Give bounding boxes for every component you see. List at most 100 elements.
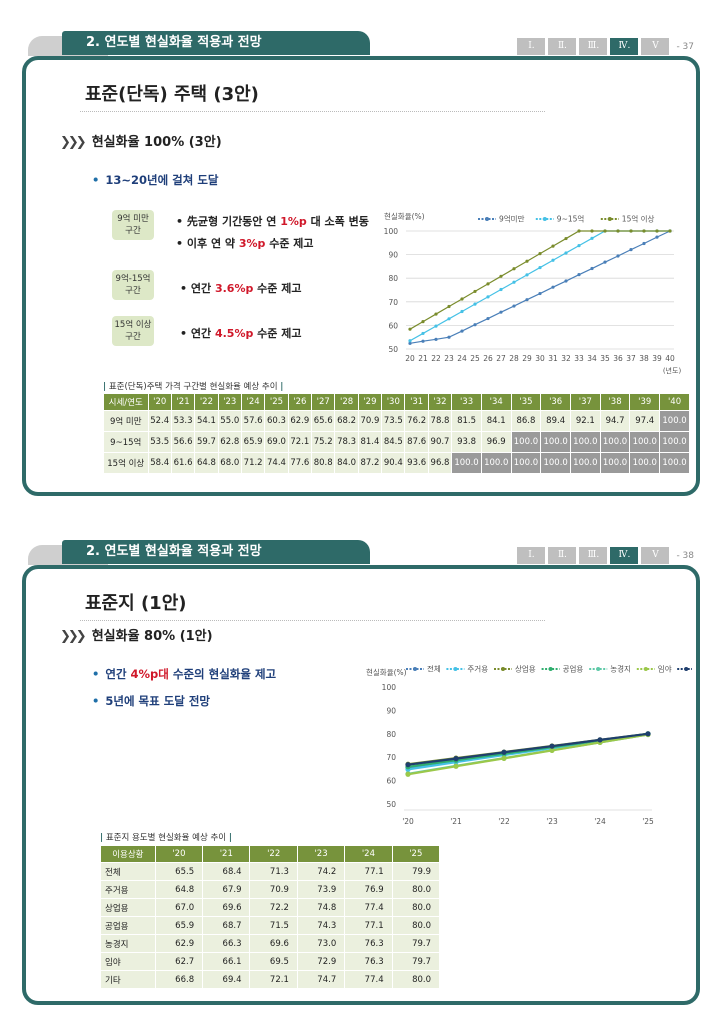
nav-chapter-5[interactable]: Ⅴ xyxy=(641,547,670,564)
table-header-year: '34 xyxy=(480,393,512,411)
table-cell: 72.1 xyxy=(287,431,313,453)
table-header-label: 이용상황 xyxy=(100,845,156,863)
table-cell: 80.0 xyxy=(391,898,441,917)
table-cell: 70.9 xyxy=(249,880,298,899)
page-37: 2. 연도별 현실화율 적용과 전망 Ⅰ. Ⅱ. Ⅲ. Ⅳ. Ⅴ - 37 표준… xyxy=(22,31,700,496)
data-point xyxy=(447,304,451,309)
table-cell: 57.6 xyxy=(240,410,266,432)
table-cell: 62.9 xyxy=(154,934,204,953)
table-cell: 71.2 xyxy=(240,452,266,474)
table-cell: 68.0 xyxy=(217,452,242,474)
page-number: - 38 xyxy=(676,550,694,561)
nav-chapter-3[interactable]: Ⅲ. xyxy=(579,38,608,55)
data-point xyxy=(603,260,607,264)
y-tick-label: 100 xyxy=(384,227,399,236)
table-cell: 65.9 xyxy=(240,431,266,453)
data-point xyxy=(577,244,581,248)
table-header-year: '37 xyxy=(570,393,601,411)
x-tick-label: '21 xyxy=(450,817,462,826)
x-tick-label: '24 xyxy=(594,817,606,826)
data-point xyxy=(603,229,607,233)
legend-marker xyxy=(413,667,417,671)
nav-chapter-2[interactable]: Ⅱ. xyxy=(548,38,577,55)
row-label: 상업용 xyxy=(100,898,156,917)
table-row: 상업용 67.0 69.6 72.2 74.8 77.4 80.0 xyxy=(100,898,441,917)
data-point xyxy=(460,309,464,314)
data-point xyxy=(460,329,464,333)
series-line xyxy=(409,230,671,344)
table-header-year: '40 xyxy=(659,393,690,411)
table-cell: 76.2 xyxy=(404,410,429,432)
data-point xyxy=(577,273,581,277)
data-point xyxy=(551,244,555,248)
table-header-year: '20 xyxy=(147,393,172,411)
table-header-year: '24 xyxy=(240,393,266,411)
data-point xyxy=(512,280,516,284)
x-tick-label: 30 xyxy=(535,354,545,363)
section-header: 2. 연도별 현실화율 적용과 전망 xyxy=(62,31,370,55)
table-cell: 54.1 xyxy=(194,410,219,432)
x-tick-label: 29 xyxy=(522,354,532,363)
data-point xyxy=(408,341,412,345)
table-cell: 62.7 xyxy=(154,952,204,971)
data-point xyxy=(629,248,633,252)
table-header-year: '23 xyxy=(296,845,346,863)
series-line xyxy=(407,732,649,766)
nav-chapter-3[interactable]: Ⅲ. xyxy=(579,547,608,564)
nav-chapter-4[interactable]: Ⅳ. xyxy=(610,38,639,55)
table-cell: 100.0 xyxy=(659,410,690,432)
table-cell: 93.8 xyxy=(451,431,482,453)
data-point xyxy=(434,312,438,316)
ratio-table: 시세/연도 '20'21'22'23'24'25'26'27'28'29'30'3… xyxy=(103,393,690,474)
table-cell: 60.3 xyxy=(264,410,289,432)
data-point xyxy=(525,259,529,263)
data-point xyxy=(590,266,594,271)
nav-chapter-2[interactable]: Ⅱ. xyxy=(548,547,577,564)
triple-chevron-icon: ❯❯❯ xyxy=(60,135,87,150)
nav-chapter-5[interactable]: Ⅴ xyxy=(641,38,670,55)
series-line xyxy=(409,230,670,330)
nav-chapter-1[interactable]: Ⅰ. xyxy=(517,547,546,564)
table-row: 임야 62.7 66.1 69.5 72.9 76.3 79.7 xyxy=(100,952,441,971)
data-point xyxy=(564,236,568,241)
y-tick-label: 70 xyxy=(386,753,396,762)
table-header-year: '30 xyxy=(381,393,406,411)
legend-marker xyxy=(542,217,547,221)
nav-chapter-4[interactable]: Ⅳ. xyxy=(610,547,639,564)
table-header-year: '20 xyxy=(154,845,204,863)
table-cell: 61.6 xyxy=(170,452,196,474)
bullet-item: • 5년에 목표 도달 전망 xyxy=(92,694,211,708)
table-cell: 76.3 xyxy=(344,934,393,953)
table-cell: 74.7 xyxy=(296,970,346,989)
table-cell: 100.0 xyxy=(451,452,482,474)
table-cell: 74.3 xyxy=(296,916,346,935)
y-tick-label: 50 xyxy=(386,800,396,809)
table-cell: 97.4 xyxy=(629,410,661,432)
row-label: 기타 xyxy=(100,970,156,989)
table-header-year: '35 xyxy=(510,393,542,411)
page-title: 표준지 (1안) xyxy=(85,593,187,614)
row-label: 임야 xyxy=(100,952,156,971)
table-cell: 87.6 xyxy=(404,431,429,453)
y-tick-label: 60 xyxy=(388,321,398,330)
x-tick-label: 27 xyxy=(496,354,506,363)
table-cell: 64.8 xyxy=(154,880,204,899)
data-point xyxy=(512,267,516,271)
y-axis-label: 현실화율(%) xyxy=(366,667,407,677)
table-cell: 62.8 xyxy=(217,431,242,453)
row-label: 주거용 xyxy=(100,880,156,899)
table-cell: 84.5 xyxy=(381,431,406,453)
table-header-label: 시세/연도 xyxy=(103,393,149,411)
range-tag: 9억-15억 구간 xyxy=(112,270,154,300)
table-cell: 77.6 xyxy=(287,452,313,474)
table-header-year: '28 xyxy=(334,393,359,411)
data-point xyxy=(564,251,568,255)
nav-chapter-1[interactable]: Ⅰ. xyxy=(517,38,546,55)
table-caption: | 표준지 용도별 현실화율 예상 추이 | xyxy=(100,833,232,843)
y-tick-label: 90 xyxy=(388,251,398,260)
table-cell: 80.0 xyxy=(391,916,441,935)
data-point xyxy=(549,743,555,749)
data-point xyxy=(473,323,477,327)
table-cell: 100.0 xyxy=(540,431,571,453)
range-description: • 이후 연 약 3%p 수준 제고 xyxy=(176,237,314,250)
